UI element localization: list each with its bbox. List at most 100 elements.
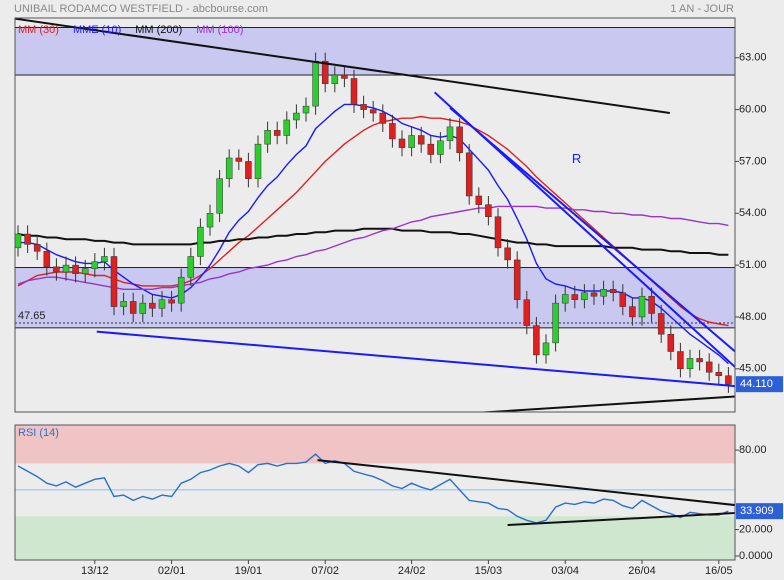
- y-tick-label: 51.00: [739, 259, 767, 271]
- x-tick-label: 26/04: [628, 565, 656, 577]
- candle-body: [427, 143, 435, 155]
- last-value-label: 33.909: [740, 505, 774, 517]
- last-value-label: 44.110: [740, 378, 773, 390]
- candle-body: [648, 295, 655, 314]
- candle-body: [341, 74, 348, 79]
- candle-body: [725, 375, 732, 385]
- zone: [15, 267, 735, 329]
- trendline: [507, 512, 735, 527]
- candle-body: [571, 294, 579, 300]
- series-line: [17, 115, 729, 327]
- y-tick-label: 0.0000: [739, 550, 773, 562]
- candle-body: [43, 251, 51, 268]
- candle-body: [187, 256, 195, 278]
- candle-body: [101, 256, 108, 262]
- trendline: [15, 18, 670, 115]
- candle-body: [15, 233, 22, 249]
- candle-body: [417, 135, 425, 145]
- candle-body: [33, 244, 41, 252]
- candle-body: [177, 276, 185, 304]
- candle-body: [398, 138, 406, 148]
- candle-body: [350, 78, 358, 105]
- x-tick-label: 16/05: [705, 565, 733, 577]
- candle-body: [475, 195, 483, 205]
- chart-title: UNIBAIL RODAMCO WESTFIELD - abcbourse.co…: [14, 3, 268, 15]
- panel-frame: [14, 17, 736, 413]
- candle-body: [542, 342, 550, 356]
- candle-body: [677, 351, 684, 370]
- candle-body: [216, 178, 223, 214]
- candle-body: [62, 264, 70, 273]
- y-tick-label: 57.00: [739, 155, 767, 167]
- annotation: R: [572, 151, 581, 166]
- level-label: 47.65: [18, 310, 46, 322]
- candle-body: [24, 233, 31, 245]
- x-tick-label: 19/01: [235, 565, 263, 577]
- candle-body: [600, 289, 607, 297]
- series-line: [17, 205, 729, 290]
- candle-body: [53, 266, 60, 273]
- candle-body: [206, 213, 214, 228]
- trendline: [474, 395, 735, 412]
- zone: [15, 516, 735, 560]
- panel-frame: [14, 424, 736, 561]
- candle-body: [494, 216, 502, 249]
- candle-body: [293, 112, 300, 121]
- candle-body: [590, 292, 598, 297]
- candle-body: [312, 60, 319, 107]
- candle-body: [379, 112, 387, 124]
- candle-body: [283, 119, 291, 136]
- candle-body: [360, 104, 367, 110]
- candle-body: [235, 157, 243, 162]
- candle-body: [139, 302, 147, 314]
- legend-entry: MM (100): [196, 24, 243, 36]
- candle-body: [168, 299, 175, 304]
- candle-body: [465, 152, 473, 197]
- candle-body: [225, 157, 233, 179]
- candle-body: [523, 299, 531, 326]
- candle-body: [657, 313, 665, 335]
- candle-body: [369, 109, 377, 114]
- candle-body: [686, 358, 694, 370]
- candle-body: [149, 302, 156, 309]
- y-tick-label: 48.00: [739, 311, 767, 323]
- overlay: 45.00 48.00 51.00 54.00 57.00 60.00 63.00 47.65…: [14, 17, 783, 577]
- candle-body: [581, 292, 588, 300]
- last-value-badge: [736, 503, 783, 520]
- legend-entry: MME (10): [73, 24, 121, 36]
- candle-body: [513, 259, 521, 300]
- candle-body: [705, 361, 713, 373]
- candle-body: [302, 105, 310, 114]
- candle-body: [273, 130, 281, 136]
- trendline: [317, 459, 735, 507]
- x-tick-label: 15/03: [475, 565, 503, 577]
- candle-body: [619, 292, 627, 307]
- trendline: [96, 330, 735, 388]
- y-tick-label: 54.00: [739, 207, 767, 219]
- x-tick-label: 03/04: [551, 565, 579, 577]
- x-tick-label: 07/02: [311, 565, 339, 577]
- candle-body: [696, 358, 703, 363]
- last-value-badge: [736, 376, 783, 393]
- period: 1 AN - JOUR: [670, 3, 734, 15]
- candle-body: [321, 60, 329, 84]
- candle-body: [254, 143, 262, 179]
- x-tick-label: 13/12: [81, 565, 109, 577]
- legend-entry: MM (30): [18, 24, 59, 36]
- candle-body: [609, 289, 617, 294]
- candle-body: [561, 294, 569, 304]
- candle-body: [408, 135, 415, 148]
- rsi-label: RSI (14): [18, 427, 59, 439]
- y-tick-label: 80.00: [739, 444, 767, 456]
- candle-body: [158, 299, 166, 309]
- candle-body: [331, 74, 339, 84]
- legend-entry: MM (200): [135, 24, 182, 36]
- x-tick-label: 02/01: [158, 565, 186, 577]
- series-line: [17, 453, 729, 524]
- candle-body: [437, 140, 444, 155]
- candle-body: [638, 295, 646, 318]
- candle-body: [81, 268, 89, 275]
- rsi-panel: [15, 425, 735, 560]
